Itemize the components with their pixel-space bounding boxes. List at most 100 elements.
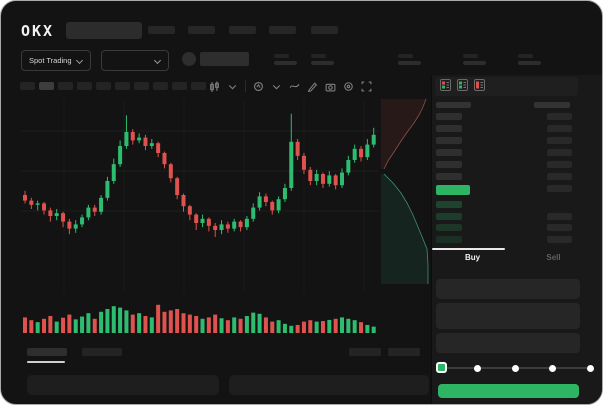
candle <box>181 195 186 207</box>
candle <box>352 148 357 160</box>
bottom-tab-placeholder[interactable] <box>82 348 122 356</box>
amount-input[interactable] <box>436 303 580 329</box>
candle <box>308 169 313 181</box>
book-asks-icon[interactable] <box>474 78 485 96</box>
nav-item-placeholder[interactable] <box>188 26 215 34</box>
ask-row[interactable] <box>432 149 594 157</box>
candle <box>80 217 85 225</box>
candle <box>187 206 192 215</box>
volume-bar <box>359 322 364 333</box>
bid-row[interactable] <box>432 224 594 232</box>
ask-price-placeholder <box>436 161 462 168</box>
indicator-icon[interactable] <box>253 81 264 92</box>
nav-item-placeholder[interactable] <box>229 26 256 34</box>
candle <box>359 148 364 158</box>
nav-item-placeholder[interactable] <box>269 26 296 34</box>
timeframe-button-placeholder[interactable] <box>191 82 206 90</box>
candle <box>276 199 281 211</box>
slider-dot[interactable] <box>586 365 594 372</box>
settings-icon[interactable] <box>343 81 354 92</box>
volume-bar <box>23 317 27 333</box>
timeframe-button-placeholder[interactable] <box>172 82 187 90</box>
timeframe-button-placeholder[interactable] <box>77 82 92 90</box>
ask-row[interactable] <box>432 113 594 121</box>
candle <box>73 224 78 229</box>
pair-dropdown[interactable] <box>101 50 169 71</box>
timeframe-button-placeholder[interactable] <box>115 82 130 90</box>
tab-sell[interactable]: Sell <box>546 253 561 262</box>
bottom-action-placeholder[interactable] <box>388 348 420 356</box>
ask-row[interactable] <box>432 161 594 169</box>
volume-bar <box>219 318 224 333</box>
draw-icon[interactable] <box>307 81 318 92</box>
volume-bar <box>308 320 313 333</box>
orderbook-trade-panel: Buy Sell <box>431 75 602 404</box>
active-tab-underline <box>27 361 65 363</box>
timeframe-button-placeholder[interactable] <box>20 82 35 90</box>
chevron-down-icon[interactable] <box>271 81 282 92</box>
volume-bar <box>340 317 344 333</box>
candle <box>194 214 199 223</box>
price-input[interactable] <box>436 279 580 299</box>
volume-bar <box>149 317 154 333</box>
stat-label-placeholder <box>518 54 533 58</box>
ask-row[interactable] <box>432 137 594 145</box>
volume-bar <box>365 324 370 333</box>
bottom-panel-right[interactable] <box>229 375 429 395</box>
timeframe-button-placeholder[interactable] <box>39 82 54 90</box>
volume-bar <box>346 318 351 333</box>
last-price-badge[interactable] <box>436 185 470 195</box>
search-input[interactable] <box>66 22 142 39</box>
timeframe-button-placeholder[interactable] <box>58 82 73 90</box>
ask-row[interactable] <box>432 125 594 133</box>
candle <box>251 207 256 219</box>
book-bids-icon[interactable] <box>457 78 468 96</box>
bid-row[interactable] <box>432 201 594 209</box>
slider-dot[interactable] <box>474 365 481 372</box>
bottom-panel-left[interactable] <box>27 375 219 395</box>
candle <box>206 218 211 226</box>
amount-slider-handle[interactable] <box>436 362 447 373</box>
ask-price-placeholder <box>436 149 462 156</box>
volume-bar <box>156 304 161 333</box>
timeframe-button-placeholder[interactable] <box>134 82 149 90</box>
buy-button[interactable] <box>438 384 579 398</box>
volume-bar <box>333 318 338 333</box>
volume-bar <box>295 324 300 333</box>
volume-bar <box>124 310 129 333</box>
candlestick-chart[interactable] <box>21 99 379 293</box>
volume-bar <box>263 317 268 333</box>
candle <box>105 181 110 198</box>
candle <box>111 164 116 181</box>
nav-item-placeholder[interactable] <box>311 26 338 34</box>
chevron-down-icon[interactable] <box>227 81 238 92</box>
slider-dot[interactable] <box>549 365 556 372</box>
volume-bar <box>251 312 256 333</box>
candle <box>225 224 230 229</box>
book-both-icon[interactable] <box>440 78 451 96</box>
nav-item-placeholder[interactable] <box>148 26 175 34</box>
total-input[interactable] <box>436 333 580 353</box>
ask-price-placeholder <box>436 113 462 120</box>
timeframe-button-placeholder[interactable] <box>96 82 111 90</box>
candle-style-icon[interactable] <box>209 81 220 92</box>
volume-bar <box>282 323 287 333</box>
timeframe-button-placeholder[interactable] <box>153 82 168 90</box>
fullscreen-icon[interactable] <box>361 81 372 92</box>
tab-buy[interactable]: Buy <box>464 253 481 262</box>
candle <box>99 197 104 212</box>
stat-value-placeholder <box>463 61 486 65</box>
ask-row[interactable] <box>432 173 594 181</box>
market-type-dropdown[interactable]: Spot Trading <box>21 50 91 71</box>
slider-dot[interactable] <box>511 365 519 372</box>
bottom-action-placeholder[interactable] <box>349 348 381 356</box>
volume-bar <box>168 310 173 333</box>
bottom-tab-placeholder[interactable] <box>27 348 67 356</box>
volume-bar <box>181 313 186 333</box>
bid-row[interactable] <box>432 212 594 221</box>
camera-icon[interactable] <box>325 81 336 92</box>
bid-row[interactable] <box>432 235 594 244</box>
volume-bar <box>73 319 78 333</box>
trade-tabs: Buy Sell <box>432 253 594 269</box>
line-tool-icon[interactable] <box>289 81 300 92</box>
